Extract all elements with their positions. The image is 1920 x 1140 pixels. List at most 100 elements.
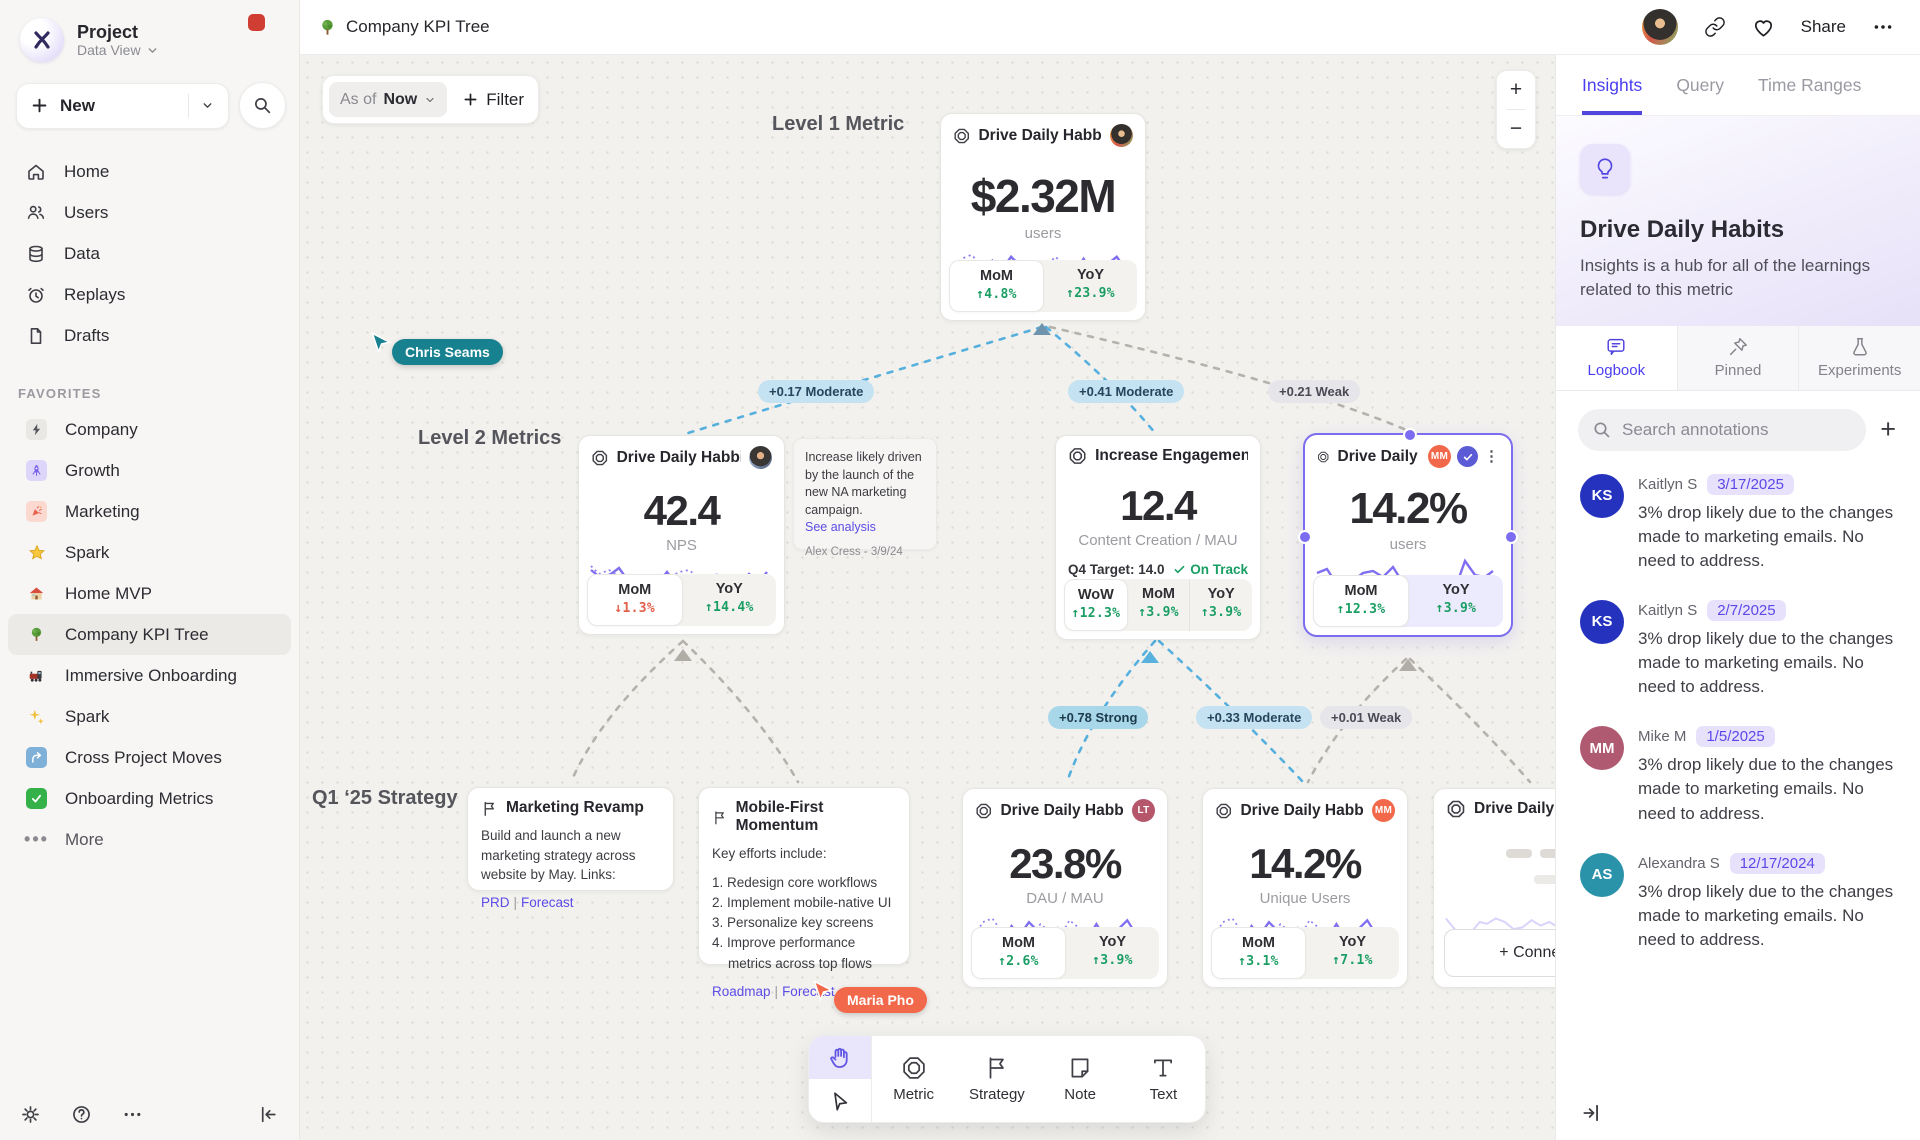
add-annotation-button[interactable]: + [1880,414,1896,445]
tab-query[interactable]: Query [1676,74,1724,95]
metric-card-placeholder[interactable]: Drive Daily Hab + Connect [1433,788,1555,988]
sidebar-item-users[interactable]: Users [0,192,299,233]
annotation-item[interactable]: AS Alexandra S 12/17/2024 3% drop likely… [1556,836,1920,962]
connect-button[interactable]: + Connect [1444,929,1555,977]
subtab-logbook[interactable]: Logbook [1556,325,1677,390]
metric-card-drive-daily-habbits-nps[interactable]: Drive Daily Habbits 42.4 NPS MoM ↓1.3% Y… [578,435,785,635]
filter-button[interactable]: Filter [463,90,524,110]
zoom-in-button[interactable]: + [1509,78,1523,101]
strategy-card-mobile-first-momentum[interactable]: Mobile-First Momentum Key efforts includ… [698,787,910,999]
sidebar-item-marketing[interactable]: Marketing [0,491,299,532]
strategy-card-marketing-revamp[interactable]: Marketing Revamp Build and launch a new … [467,787,674,910]
more-menu-icon[interactable] [1872,16,1894,38]
sidebar-item-label: Growth [65,460,120,480]
chevron-down-icon[interactable] [201,99,214,112]
sidebar-item-growth[interactable]: Growth [0,450,299,491]
roadmap-link[interactable]: Roadmap [712,983,771,999]
sidebar-item-company-kpi-tree[interactable]: Company KPI Tree [8,614,291,655]
more-options-icon[interactable] [122,1104,143,1125]
tool-label: Metric [893,1086,935,1103]
as-of-label: As of [340,90,377,108]
as-of-dropdown[interactable]: As of Now [329,82,448,117]
share-button[interactable]: Share [1800,17,1846,36]
project-switcher[interactable]: Project Data View [0,0,299,68]
favorite-heart-icon[interactable] [1752,16,1775,39]
canvas-annotation-note[interactable]: Increase likely driven by the launch of … [793,438,937,558]
see-analysis-link[interactable]: See analysis [805,520,876,534]
sidebar-item-spark[interactable]: Spark [0,532,299,573]
connection-handle[interactable] [1504,530,1518,544]
project-view-label: Data View [77,42,141,59]
subtab-experiments[interactable]: Experiments [1798,325,1920,390]
collapse-sidebar-icon[interactable] [258,1104,279,1125]
sidebar-item-company[interactable]: Company [0,409,299,450]
tool-strategy[interactable]: Strategy [955,1036,1038,1122]
annotation-item[interactable]: MM Mike M 1/5/2025 3% drop likely due to… [1556,709,1920,835]
metric-card-dau-mau[interactable]: Drive Daily Habbits LT 23.8% DAU / MAU M… [962,788,1168,988]
subtab-pinned[interactable]: Pinned [1676,325,1799,390]
stat-wow[interactable]: WoW ↑12.3% [1064,579,1128,631]
metric-card-unique-users[interactable]: Drive Daily Habbits MM 14.2% Unique User… [1202,788,1408,988]
stat-yoy[interactable]: YoY ↑7.1% [1332,934,1373,968]
metric-card-drive-daily-habbits-l1[interactable]: Drive Daily Habbits $2.32M users MoM ↑4.… [940,113,1146,321]
card-title: Drive Daily Habbits [1000,801,1124,819]
settings-gear-icon[interactable] [20,1104,41,1125]
prd-link[interactable]: PRD [481,894,510,910]
stat-mom[interactable]: MoM ↑3.1% [1211,927,1306,979]
help-icon[interactable] [71,1104,92,1125]
stat-mom[interactable]: MoM ↑2.6% [971,927,1066,979]
stat-yoy[interactable]: YoY ↑3.9% [1092,934,1133,968]
stat-yoy[interactable]: YoY ↑23.9% [1066,267,1115,301]
search-annotations-input[interactable] [1578,408,1867,451]
annotation-item[interactable]: KS Kaitlyn S 3/17/2025 3% drop likely du… [1556,457,1920,583]
kpi-tree-canvas[interactable]: As of Now Filter + − Level 1 Metric Leve… [300,55,1555,1140]
sidebar-item-immersive-onboarding[interactable]: Immersive Onboarding [0,655,299,696]
metric-card-increase-engagement[interactable]: Increase Engagement 12.4 Content Creatio… [1055,435,1261,640]
metric-card-drive-daily-habbits-selected[interactable]: Drive Daily Habb.. MM ⋮ 14.2% users MoM [1298,428,1518,637]
stat-band: MoM ↑12.3% YoY ↑3.9% [1313,575,1503,627]
card-title: Drive Daily Habbits [1240,801,1364,819]
stat-yoy[interactable]: YoY ↑3.9% [1435,582,1477,616]
sidebar-item-replays[interactable]: Replays [0,274,299,315]
metric-value: 42.4 [643,487,721,534]
stat-yoy[interactable]: YoY ↑3.9% [1189,579,1252,631]
metric-value: 12.4 [1120,482,1197,529]
data-view-dropdown[interactable]: Data View [77,42,159,58]
draft-icon [30,327,42,344]
annotation-item[interactable]: KS Kaitlyn S 2/7/2025 3% drop likely due… [1556,583,1920,709]
sidebar-item-more[interactable]: ••• More [0,819,299,860]
sidebar-item-label: Users [64,202,109,222]
copy-link-icon[interactable] [1704,16,1726,38]
sidebar-item-home-mvp[interactable]: Home MVP [0,573,299,614]
new-button[interactable]: New [16,82,229,129]
sidebar-item-data[interactable]: Data [0,233,299,274]
stat-yoy[interactable]: YoY ↑14.4% [704,581,754,615]
text-tool-icon [1154,1059,1173,1077]
sidebar-item-spark-2[interactable]: Spark [0,696,299,737]
sidebar-item-onboarding-metrics[interactable]: Onboarding Metrics [0,778,299,819]
connection-handle[interactable] [1403,428,1417,442]
sidebar-item-cross-project-moves[interactable]: Cross Project Moves [0,737,299,778]
tab-insights[interactable]: Insights [1582,55,1642,115]
tool-text[interactable]: Text [1122,1036,1205,1122]
connection-handle[interactable] [1298,530,1312,544]
stat-mom[interactable]: MoM ↓1.3% [587,574,683,626]
zoom-out-button[interactable]: − [1509,117,1523,140]
tool-note[interactable]: Note [1039,1036,1122,1122]
search-button[interactable] [239,82,286,129]
sidebar-item-home[interactable]: Home [0,151,299,192]
hand-tool[interactable] [809,1036,871,1079]
sidebar-item-label: Replays [64,284,126,304]
user-avatar[interactable] [1641,9,1678,45]
sidebar-item-drafts[interactable]: Drafts [0,315,299,356]
card-menu-icon[interactable]: ⋮ [1484,448,1499,465]
tool-metric[interactable]: Metric [872,1036,955,1122]
collapse-panel-icon[interactable] [1580,1102,1602,1124]
tab-time-ranges[interactable]: Time Ranges [1757,74,1862,95]
stat-mom[interactable]: MoM ↑4.8% [949,260,1044,312]
card-title: Increase Engagement [1095,447,1248,464]
stat-mom[interactable]: MoM ↑12.3% [1313,575,1409,627]
forecast-link[interactable]: Forecast [521,894,574,910]
select-tool[interactable] [809,1079,871,1122]
stat-mom[interactable]: MoM ↑3.9% [1138,586,1179,620]
